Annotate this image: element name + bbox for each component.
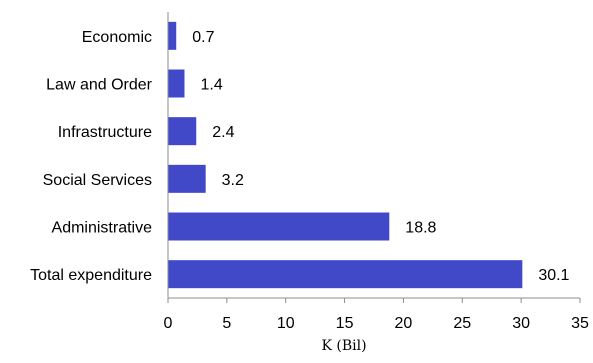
x-tick-label: 15 [336, 315, 354, 332]
x-tick-label: 30 [512, 315, 530, 332]
x-tick-label: 0 [164, 315, 173, 332]
x-tick-label: 5 [222, 315, 231, 332]
data-label: 30.1 [538, 267, 569, 284]
bar [168, 21, 177, 50]
data-label: 0.7 [192, 29, 214, 46]
category-labels-group: Economic Law and Order Infrastructure Socia… [30, 29, 153, 284]
category-label: Economic [82, 29, 152, 46]
category-label: Social Services [43, 172, 152, 189]
x-tick-label: 25 [453, 315, 471, 332]
data-label: 18.8 [405, 220, 436, 237]
x-ticks-group: 0 5 10 15 20 25 30 35 [164, 298, 589, 332]
x-axis-title: K (Bil) [321, 338, 366, 354]
category-label: Law and Order [46, 77, 153, 94]
data-label: 3.2 [222, 172, 244, 189]
bar [168, 117, 197, 146]
x-tick-label: 35 [571, 315, 589, 332]
data-labels-group: 0.7 1.4 2.4 3.2 18.8 30.1 [192, 29, 569, 284]
category-label: Infrastructure [58, 124, 152, 141]
bar [168, 164, 206, 193]
data-label: 1.4 [200, 77, 222, 94]
bar [168, 260, 523, 289]
category-label: Administrative [52, 220, 153, 237]
bars-group [168, 21, 523, 289]
x-tick-label: 10 [277, 315, 295, 332]
x-tick-label: 20 [395, 315, 413, 332]
data-label: 2.4 [212, 124, 234, 141]
category-label: Total expenditure [30, 267, 152, 284]
bar [168, 69, 185, 98]
bar [168, 212, 390, 241]
